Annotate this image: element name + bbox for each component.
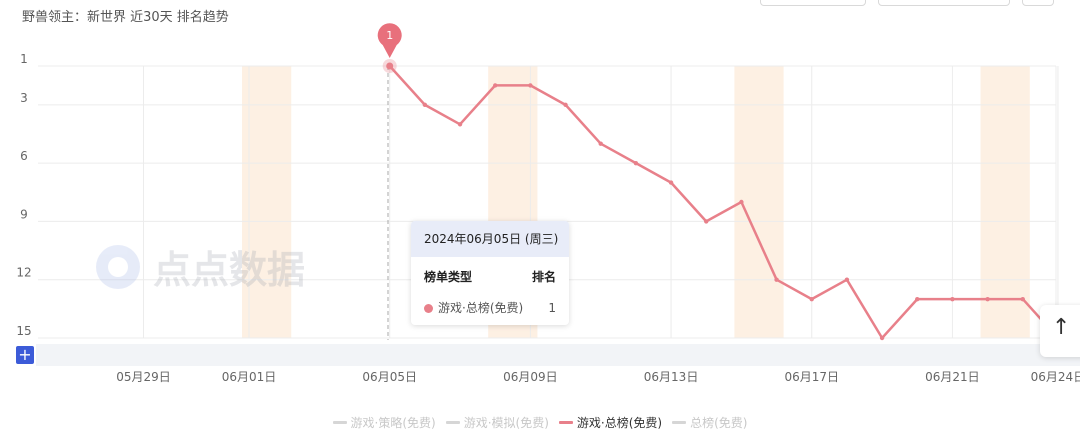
chart-title: 野兽领主：新世界 近30天 排名趋势 <box>22 10 229 25</box>
rank-pin-marker: 1 <box>377 23 402 73</box>
legend-label: 游戏·总榜(免费) <box>576 416 663 430</box>
legend-line-icon <box>672 421 687 424</box>
legend-line-icon <box>332 421 347 424</box>
legend-line-icon <box>558 421 573 424</box>
data-point-06-14 <box>704 219 709 224</box>
data-point-06-12 <box>633 160 639 166</box>
data-point-06-08 <box>493 83 498 88</box>
data-point-06-06 <box>422 102 428 108</box>
grid-lines <box>38 65 1059 339</box>
pin-icon <box>377 23 402 58</box>
y-tick-label-1: 3 <box>20 91 28 105</box>
y-tick-label-5: 15 <box>16 324 31 338</box>
x-tick-label-6: 06月21日 <box>925 370 980 384</box>
chart-legend: 游戏·策略(免费) 游戏·模拟(免费) 游戏·总榜(免费) 总榜(免费) <box>0 414 1080 431</box>
tooltip-item-row: 游戏·总榜(免费) 1 <box>424 299 556 316</box>
y-tick-label-4: 12 <box>16 266 31 280</box>
data-point-06-11 <box>598 141 603 146</box>
tooltip-item-name: 游戏·总榜(免费) <box>438 301 524 315</box>
tooltip: 2024年06月05日 (周三) 榜单类型 排名 游戏·总榜(免费) 1 <box>411 221 569 325</box>
legend-line-icon <box>445 421 460 424</box>
tooltip-date: 2024年06月05日 (周三) <box>411 221 569 257</box>
data-point-06-21 <box>950 296 955 302</box>
tooltip-series-dot <box>424 304 433 313</box>
filter-select-2[interactable] <box>878 0 1010 6</box>
weekend-band-0 <box>241 66 292 338</box>
data-point-06-09 <box>528 83 533 88</box>
data-point-06-19 <box>879 335 885 341</box>
tooltip-col-type: 榜单类型 <box>424 270 473 284</box>
legend-item-3[interactable]: 总榜(免费) <box>672 414 747 431</box>
data-point-06-23 <box>1020 296 1025 302</box>
zoom-slider[interactable] <box>36 344 1080 366</box>
series-line-0 <box>388 65 1059 340</box>
tooltip-header-row: 榜单类型 排名 <box>424 268 556 285</box>
data-point-06-07 <box>457 122 463 127</box>
data-point-06-16 <box>774 277 779 282</box>
data-point-06-17 <box>809 296 814 302</box>
x-tick-label-4: 06月13日 <box>644 370 699 384</box>
legend-label: 总榜(免费) <box>690 416 748 430</box>
legend-item-0[interactable]: 游戏·策略(免费) <box>332 414 436 431</box>
arrow-up-icon: ↑ <box>1052 315 1071 340</box>
data-point-06-15 <box>739 199 744 205</box>
y-tick-label-2: 6 <box>20 149 28 163</box>
x-tick-label-3: 06月09日 <box>503 370 558 384</box>
data-point-06-20 <box>915 296 920 302</box>
tooltip-col-rank: 排名 <box>531 270 556 284</box>
y-tick-label-0: 1 <box>20 52 28 66</box>
weekend-bands <box>241 66 1030 338</box>
watermark-text: 点点数据 <box>153 248 305 292</box>
x-tick-label-0: 05月29日 <box>116 370 171 384</box>
filter-select-1[interactable] <box>760 0 866 6</box>
scroll-top-button[interactable]: ↑ <box>1040 305 1080 357</box>
tooltip-item: 游戏·总榜(免费) <box>424 299 523 316</box>
zoom-plus-button[interactable]: + <box>16 346 34 364</box>
highlight-point <box>386 62 394 70</box>
watermark-logo: 点点数据 <box>96 245 305 292</box>
legend-label: 游戏·模拟(免费) <box>463 416 549 430</box>
legend-item-2[interactable]: 游戏·总榜(免费) <box>558 414 663 431</box>
data-point-06-18 <box>844 277 850 282</box>
y-axis-ticks: 1 3 6 9 12 15 <box>16 52 31 338</box>
legend-item-1[interactable]: 游戏·模拟(免费) <box>445 414 549 431</box>
x-tick-label-2: 06月05日 <box>362 370 417 384</box>
data-point-06-22 <box>985 296 990 302</box>
tooltip-item-value: 1 <box>548 300 556 315</box>
filter-select-3[interactable] <box>1022 0 1054 6</box>
data-point-06-10 <box>563 102 568 108</box>
x-axis-ticks: 05月29日 06月01日 06月05日 06月09日 06月13日 06月17日 06月2… <box>116 370 1080 384</box>
x-tick-label-5: 06月17日 <box>784 370 839 384</box>
weekend-band-3 <box>980 66 1030 338</box>
x-tick-label-1: 06月01日 <box>222 370 277 384</box>
y-tick-label-3: 9 <box>20 207 28 221</box>
data-point-06-13 <box>668 180 674 185</box>
pin-label: 1 <box>386 29 393 42</box>
legend-label: 游戏·策略(免费) <box>350 416 436 430</box>
x-tick-label-7: 06月24日 <box>1031 370 1080 384</box>
